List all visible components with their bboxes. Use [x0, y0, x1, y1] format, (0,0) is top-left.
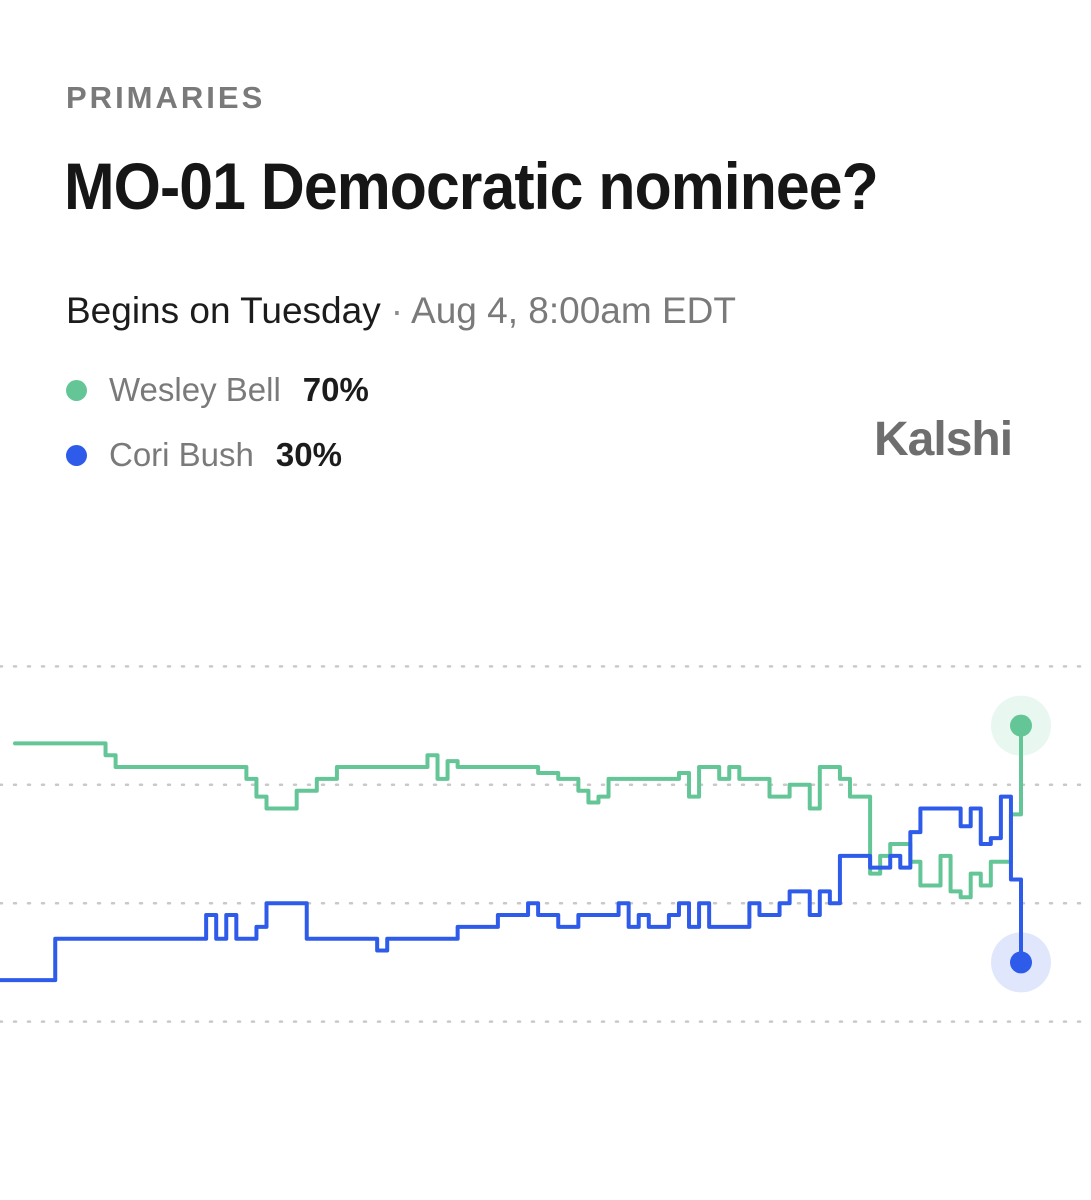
event-date: Aug 4, 8:00am EDT — [411, 290, 736, 331]
legend-dot-icon — [66, 444, 87, 466]
series-line-wesley-bell — [13, 723, 1023, 900]
separator-dot: · — [390, 290, 404, 331]
series-line-cori-bush — [0, 794, 1023, 983]
legend-dot-icon — [66, 379, 87, 401]
legend-name: Wesley Bell — [109, 371, 281, 408]
page-title: MO-01 Democratic nominee? — [64, 149, 879, 223]
price-history-chart — [0, 665, 1091, 1023]
legend-name: Cori Bush — [109, 436, 254, 473]
legend-item-cori-bush[interactable]: Cori Bush 30% — [66, 435, 342, 475]
legend-percentage: 30% — [275, 436, 342, 473]
event-schedule: Begins on Tuesday · Aug 4, 8:00am EDT — [66, 290, 736, 332]
endpoint-marker-wesley-bell[interactable] — [1010, 714, 1032, 737]
category-label: PRIMARIES — [66, 80, 266, 115]
begins-text: Begins on Tuesday — [66, 290, 381, 331]
chart-gridlines — [0, 665, 1091, 1023]
kalshi-logo: Kalshi — [874, 413, 1013, 466]
legend-percentage: 70% — [302, 371, 369, 408]
endpoint-marker-cori-bush[interactable] — [1010, 951, 1032, 974]
chart-series — [0, 695, 1051, 993]
legend-item-wesley-bell[interactable]: Wesley Bell 70% — [66, 370, 369, 410]
